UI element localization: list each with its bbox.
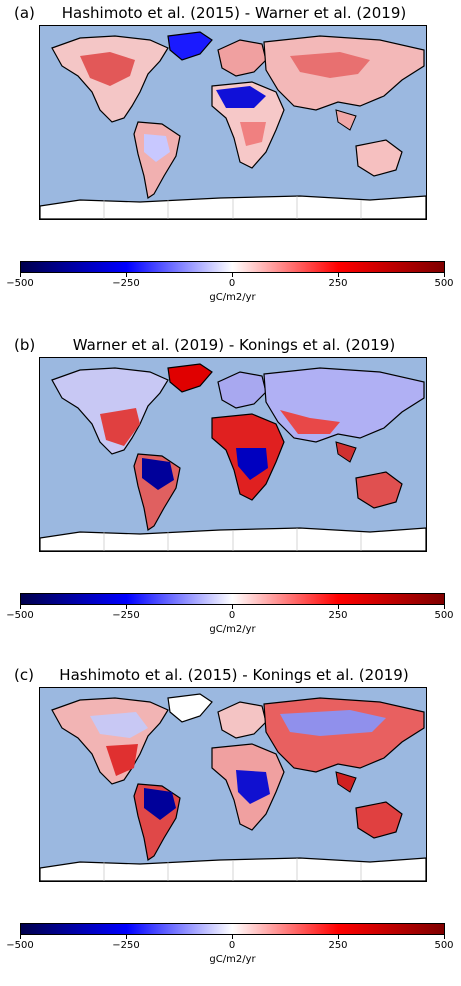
panel-b: (b) Warner et al. (2019) - Konings et al… bbox=[0, 336, 461, 656]
colorbar-gradient bbox=[20, 923, 445, 935]
colorbar-tick-label: 500 bbox=[434, 610, 454, 621]
colorbar-tick-label: 0 bbox=[228, 940, 236, 951]
colorbar-tick-label: −500 bbox=[6, 610, 34, 621]
world-map bbox=[39, 357, 427, 552]
colorbar: −500 −250 0 250 500 gC/m2/yr bbox=[6, 261, 454, 311]
colorbar-tick-label: 0 bbox=[228, 610, 236, 621]
colorbar-tick-label: 0 bbox=[228, 278, 236, 289]
colorbar-tick-label: 500 bbox=[434, 278, 454, 289]
panel-c: (c) Hashimoto et al. (2015) - Konings et… bbox=[0, 666, 461, 986]
colorbar-tick-label: −500 bbox=[6, 940, 34, 951]
panel-letter: (b) bbox=[14, 336, 36, 354]
colorbar-unit: gC/m2/yr bbox=[209, 292, 256, 303]
colorbar-tick-label: 500 bbox=[434, 940, 454, 951]
colorbar-tick-label: −250 bbox=[112, 278, 140, 289]
panel-title: Hashimoto et al. (2015) - Warner et al. … bbox=[61, 4, 407, 22]
colorbar-gradient bbox=[20, 593, 445, 605]
colorbar-tick-label: 250 bbox=[328, 610, 348, 621]
colorbar: −500 −250 0 250 500 gC/m2/yr bbox=[6, 593, 454, 643]
colorbar-gradient bbox=[20, 261, 445, 273]
colorbar-tick-label: −250 bbox=[112, 940, 140, 951]
colorbar-tick-label: 250 bbox=[328, 940, 348, 951]
world-map bbox=[39, 687, 427, 882]
panel-title: Hashimoto et al. (2015) - Konings et al.… bbox=[59, 666, 409, 684]
colorbar-tick-label: −500 bbox=[6, 278, 34, 289]
world-map bbox=[39, 25, 427, 220]
colorbar-unit: gC/m2/yr bbox=[209, 954, 256, 965]
panel-title: Warner et al. (2019) - Konings et al. (2… bbox=[72, 336, 396, 354]
panel-letter: (c) bbox=[14, 666, 34, 684]
colorbar-tick-label: 250 bbox=[328, 278, 348, 289]
colorbar-unit: gC/m2/yr bbox=[209, 624, 256, 635]
panel-letter: (a) bbox=[14, 4, 35, 22]
colorbar: −500 −250 0 250 500 gC/m2/yr bbox=[6, 923, 454, 973]
panel-a: (a) Hashimoto et al. (2015) - Warner et … bbox=[0, 4, 461, 324]
colorbar-tick-label: −250 bbox=[112, 610, 140, 621]
